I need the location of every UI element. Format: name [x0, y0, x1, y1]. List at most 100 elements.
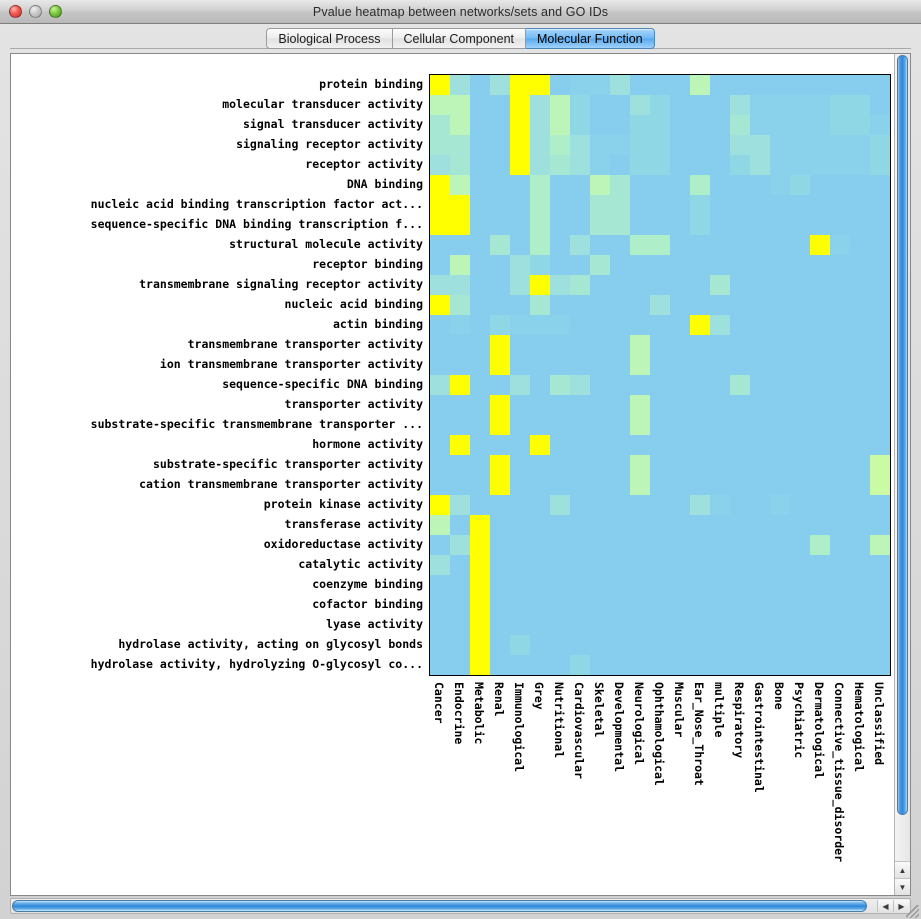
- heatmap-cell[interactable]: [850, 255, 870, 275]
- heatmap-cell[interactable]: [450, 635, 470, 655]
- heatmap-cell[interactable]: [630, 615, 650, 635]
- heatmap-cell[interactable]: [750, 615, 770, 635]
- heatmap-cell[interactable]: [730, 495, 750, 515]
- heatmap-cell[interactable]: [530, 455, 550, 475]
- heatmap-cell[interactable]: [830, 475, 850, 495]
- heatmap-cell[interactable]: [730, 555, 750, 575]
- heatmap-cell[interactable]: [630, 275, 650, 295]
- heatmap-cell[interactable]: [850, 335, 870, 355]
- heatmap-cell[interactable]: [490, 95, 510, 115]
- heatmap-cell[interactable]: [610, 455, 630, 475]
- heatmap-cell[interactable]: [710, 395, 730, 415]
- heatmap-cell[interactable]: [630, 295, 650, 315]
- heatmap-cell[interactable]: [770, 595, 790, 615]
- heatmap-cell[interactable]: [670, 535, 690, 555]
- heatmap-cell[interactable]: [810, 455, 830, 475]
- heatmap-cell[interactable]: [450, 655, 470, 675]
- minimize-button[interactable]: [29, 5, 42, 18]
- heatmap-cell[interactable]: [610, 175, 630, 195]
- heatmap-cell[interactable]: [730, 275, 750, 295]
- heatmap-cell[interactable]: [870, 295, 890, 315]
- heatmap-cell[interactable]: [710, 215, 730, 235]
- heatmap-cell[interactable]: [810, 115, 830, 135]
- heatmap-cell[interactable]: [830, 115, 850, 135]
- heatmap-cell[interactable]: [750, 475, 770, 495]
- heatmap-cell[interactable]: [570, 635, 590, 655]
- heatmap-cell[interactable]: [810, 515, 830, 535]
- heatmap-cell[interactable]: [870, 215, 890, 235]
- heatmap-cell[interactable]: [850, 595, 870, 615]
- heatmap-cell[interactable]: [470, 655, 490, 675]
- heatmap-cell[interactable]: [470, 395, 490, 415]
- heatmap-cell[interactable]: [450, 575, 470, 595]
- heatmap-cell[interactable]: [870, 75, 890, 95]
- heatmap-cell[interactable]: [770, 575, 790, 595]
- heatmap-cell[interactable]: [710, 455, 730, 475]
- heatmap-cell[interactable]: [670, 515, 690, 535]
- heatmap-cell[interactable]: [530, 655, 550, 675]
- heatmap-cell[interactable]: [870, 555, 890, 575]
- heatmap-cell[interactable]: [490, 415, 510, 435]
- heatmap-cell[interactable]: [730, 535, 750, 555]
- heatmap-cell[interactable]: [430, 235, 450, 255]
- heatmap-cell[interactable]: [870, 455, 890, 475]
- heatmap-cell[interactable]: [610, 155, 630, 175]
- heatmap-cell[interactable]: [790, 435, 810, 455]
- heatmap-cell[interactable]: [790, 235, 810, 255]
- heatmap-cell[interactable]: [610, 375, 630, 395]
- heatmap-cell[interactable]: [590, 195, 610, 215]
- heatmap-cell[interactable]: [650, 335, 670, 355]
- heatmap-cell[interactable]: [830, 455, 850, 475]
- heatmap-cell[interactable]: [450, 315, 470, 335]
- heatmap-cell[interactable]: [750, 595, 770, 615]
- heatmap-cell[interactable]: [490, 635, 510, 655]
- heatmap-cell[interactable]: [630, 315, 650, 335]
- heatmap-cell[interactable]: [830, 655, 850, 675]
- heatmap-cell[interactable]: [830, 295, 850, 315]
- heatmap-cell[interactable]: [450, 275, 470, 295]
- heatmap-cell[interactable]: [630, 395, 650, 415]
- heatmap-cell[interactable]: [590, 635, 610, 655]
- heatmap-cell[interactable]: [530, 375, 550, 395]
- heatmap-cell[interactable]: [750, 215, 770, 235]
- heatmap-cell[interactable]: [610, 635, 630, 655]
- heatmap-cell[interactable]: [450, 595, 470, 615]
- heatmap-cell[interactable]: [790, 455, 810, 475]
- heatmap-cell[interactable]: [450, 515, 470, 535]
- heatmap-cell[interactable]: [790, 275, 810, 295]
- heatmap-cell[interactable]: [450, 435, 470, 455]
- heatmap-cell[interactable]: [770, 435, 790, 455]
- heatmap-cell[interactable]: [830, 355, 850, 375]
- heatmap-cell[interactable]: [770, 95, 790, 115]
- heatmap-cell[interactable]: [450, 395, 470, 415]
- heatmap-cell[interactable]: [870, 535, 890, 555]
- heatmap-cell[interactable]: [470, 515, 490, 535]
- heatmap-cell[interactable]: [710, 315, 730, 335]
- heatmap-cell[interactable]: [750, 435, 770, 455]
- heatmap-cell[interactable]: [830, 155, 850, 175]
- heatmap-cell[interactable]: [870, 515, 890, 535]
- heatmap-cell[interactable]: [650, 395, 670, 415]
- heatmap-cell[interactable]: [550, 595, 570, 615]
- vertical-scrollbar[interactable]: ▲ ▼: [894, 54, 910, 895]
- heatmap-cell[interactable]: [510, 315, 530, 335]
- heatmap-cell[interactable]: [630, 335, 650, 355]
- heatmap-cell[interactable]: [570, 375, 590, 395]
- heatmap-cell[interactable]: [510, 575, 530, 595]
- heatmap-cell[interactable]: [590, 275, 610, 295]
- heatmap-cell[interactable]: [830, 235, 850, 255]
- heatmap-cell[interactable]: [750, 275, 770, 295]
- heatmap-cell[interactable]: [830, 215, 850, 235]
- heatmap-cell[interactable]: [770, 175, 790, 195]
- heatmap-cell[interactable]: [470, 135, 490, 155]
- heatmap-cell[interactable]: [430, 455, 450, 475]
- heatmap-cell[interactable]: [430, 75, 450, 95]
- heatmap-cell[interactable]: [790, 195, 810, 215]
- heatmap-cell[interactable]: [610, 235, 630, 255]
- heatmap-cell[interactable]: [610, 135, 630, 155]
- heatmap-cell[interactable]: [770, 355, 790, 375]
- heatmap-cell[interactable]: [650, 635, 670, 655]
- heatmap-cell[interactable]: [870, 315, 890, 335]
- heatmap-cell[interactable]: [570, 355, 590, 375]
- heatmap-cell[interactable]: [710, 295, 730, 315]
